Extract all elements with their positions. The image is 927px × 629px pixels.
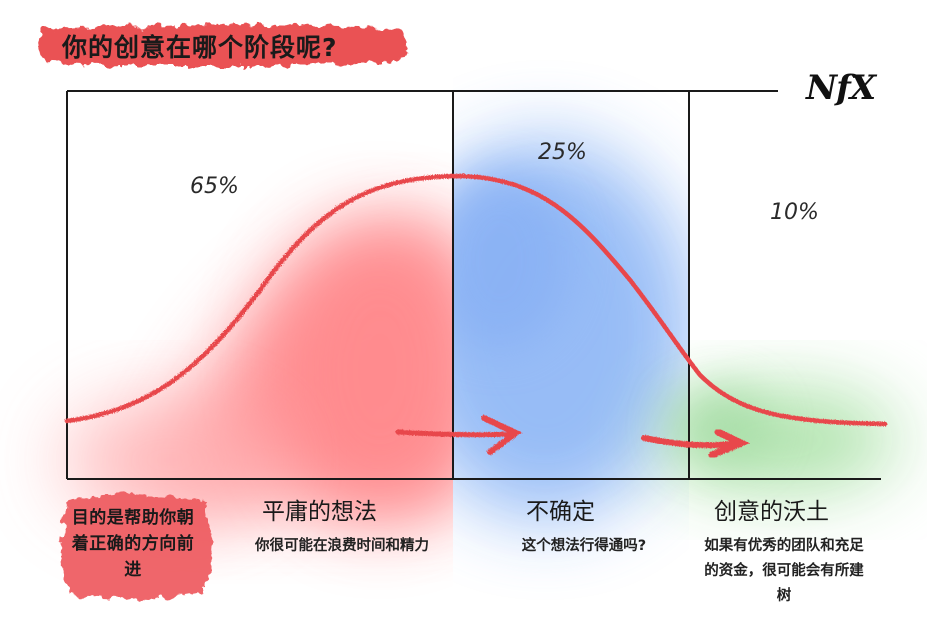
goal-note-blob <box>60 494 212 600</box>
stage-desc-fertile: 如果有优秀的团队和充足的资金，很可能会有所建树 <box>704 538 864 604</box>
arrow-right-icon <box>641 428 750 459</box>
stage-percent-mediocre: 65% <box>190 174 239 199</box>
stage-title-mediocre: 平庸的想法 <box>262 499 377 525</box>
chart-frame <box>66 90 881 480</box>
stage-desc-mediocre: 你很可能在浪费时间和精力 <box>255 538 429 554</box>
stage-percent-uncertain: 25% <box>538 140 587 165</box>
stage-title-fertile: 创意的沃土 <box>714 499 829 525</box>
goal-note: 目的是帮助你朝着正确的方向前进 <box>71 508 195 580</box>
stage-title-uncertain: 不确定 <box>526 499 595 525</box>
stage-desc-uncertain: 这个想法行得通吗? <box>521 538 647 554</box>
zone-mediocre-fill <box>60 220 453 520</box>
diagram-title: 你的创意在哪个阶段呢? <box>62 33 338 62</box>
zone-uncertain-fill <box>453 140 689 520</box>
stage-percent-fertile: 10% <box>770 200 819 225</box>
bell-curve <box>64 173 888 427</box>
arrow-right-icon <box>395 415 522 455</box>
title-banner <box>38 24 408 66</box>
nfx-logo: NfX <box>806 68 876 108</box>
zone-fertile-fill <box>660 385 900 490</box>
